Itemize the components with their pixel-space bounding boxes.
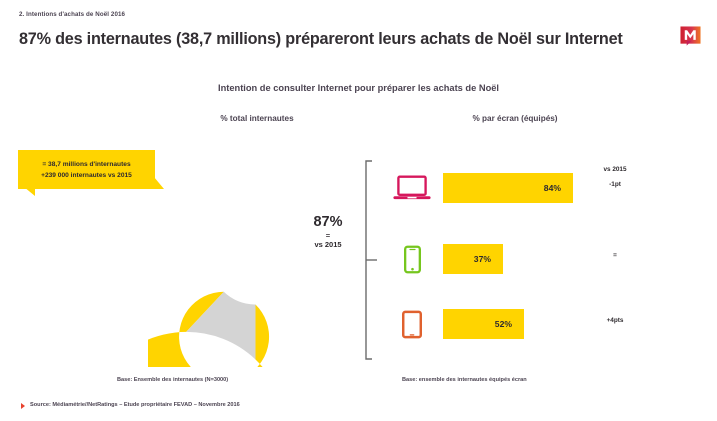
bar-value-mobile: 37% (473, 254, 491, 264)
delta-ordinateur: -1pt (609, 181, 621, 188)
delta-column-header: vs 2015 (603, 166, 627, 173)
page-title: 87% des internautes (38,7 millions) prép… (19, 30, 623, 48)
base-note-left: Base: Ensemble des internautes (N=3000) (117, 377, 229, 383)
donut-center-vs: vs 2015 (314, 240, 342, 250)
callout-tail-left (24, 187, 35, 196)
donut-chart: 87% = vs 2015 (148, 152, 363, 367)
donut-center-equals: = (325, 230, 331, 240)
base-note-right: Base: ensemble des internautes équipés é… (402, 377, 527, 383)
donut-slice-yes (148, 291, 269, 367)
mobile-phone-icon (390, 237, 434, 281)
mediametrie-m-logo (680, 26, 701, 47)
source-bullet-icon (21, 402, 25, 409)
donut-slice-no (186, 291, 256, 360)
callout-line-2: +239 000 internautes vs 2015 (41, 171, 132, 179)
bar-ordinateur: 84% (443, 173, 573, 203)
callout-tail-right (154, 177, 164, 189)
kicker-label: 2. Intentions d'achats de Noël 2016 (19, 11, 126, 18)
bar-tablette: 52% (443, 309, 524, 339)
bar-row-tablette: 52% +4pts (390, 302, 690, 346)
source-note: Source: Médiamétrie//NetRatings – Etude … (30, 402, 240, 408)
bar-mobile: 37% (443, 244, 503, 274)
laptop-icon (390, 166, 434, 210)
chart-subtitle: Intention de consulter Internet pour pré… (217, 83, 500, 93)
callout-line-1: = 38,7 millions d'internautes (42, 160, 131, 168)
callout-box: = 38,7 millions d'internautes +239 000 i… (18, 150, 164, 196)
bar-value-tablette: 52% (494, 319, 512, 329)
tablet-icon (390, 302, 434, 346)
column-header-right: % par écran (équipés) (472, 114, 558, 123)
donut-center-labels: 87% = vs 2015 (280, 214, 376, 249)
bar-value-ordinateur: 84% (543, 183, 561, 193)
bar-row-ordinateur: 84% -1pt (390, 166, 690, 210)
bar-row-mobile: 37% = (390, 237, 690, 281)
donut-center-percent: 87% (313, 214, 343, 230)
column-header-left: % total internautes (220, 114, 294, 123)
callout-text: = 38,7 millions d'internautes +239 000 i… (18, 150, 155, 189)
grouping-bracket (364, 160, 378, 360)
delta-mobile: = (613, 252, 617, 259)
callout-background (18, 150, 155, 189)
delta-tablette: +4pts (606, 317, 624, 324)
